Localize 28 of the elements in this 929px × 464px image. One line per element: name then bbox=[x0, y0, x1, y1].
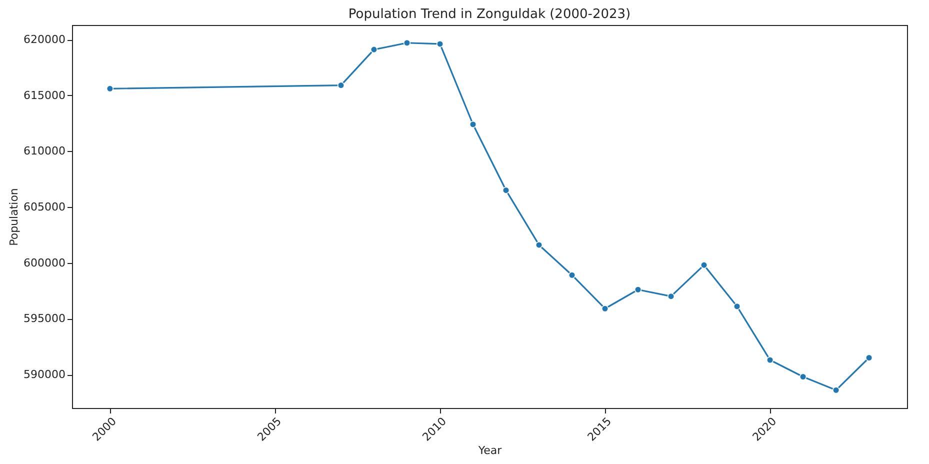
point bbox=[832, 386, 840, 394]
point bbox=[469, 120, 477, 128]
point bbox=[634, 286, 642, 294]
point bbox=[799, 373, 807, 380]
y-tick-label: 590000 bbox=[24, 368, 66, 381]
point bbox=[733, 302, 741, 310]
point bbox=[766, 356, 774, 364]
point bbox=[700, 262, 708, 269]
y-tick-label: 610000 bbox=[24, 144, 66, 158]
point bbox=[436, 40, 444, 48]
point bbox=[370, 46, 378, 54]
point bbox=[403, 39, 411, 46]
y-tick-label: 595000 bbox=[24, 312, 66, 326]
point bbox=[601, 305, 609, 312]
chart-title: Population Trend in Zonguldak (2000-2023) bbox=[348, 7, 631, 22]
point bbox=[535, 241, 543, 249]
y-tick-label: 615000 bbox=[24, 88, 66, 102]
y-tick-label: 605000 bbox=[24, 200, 66, 214]
point bbox=[865, 354, 873, 362]
y-tick-label: 620000 bbox=[24, 33, 66, 46]
y-axis-title: Population bbox=[8, 188, 21, 246]
point bbox=[667, 292, 675, 300]
point bbox=[568, 272, 576, 279]
point bbox=[337, 82, 345, 89]
x-axis-title: Year bbox=[477, 444, 502, 458]
point bbox=[106, 85, 114, 92]
point bbox=[502, 186, 510, 194]
y-tick-label: 600000 bbox=[24, 256, 66, 270]
